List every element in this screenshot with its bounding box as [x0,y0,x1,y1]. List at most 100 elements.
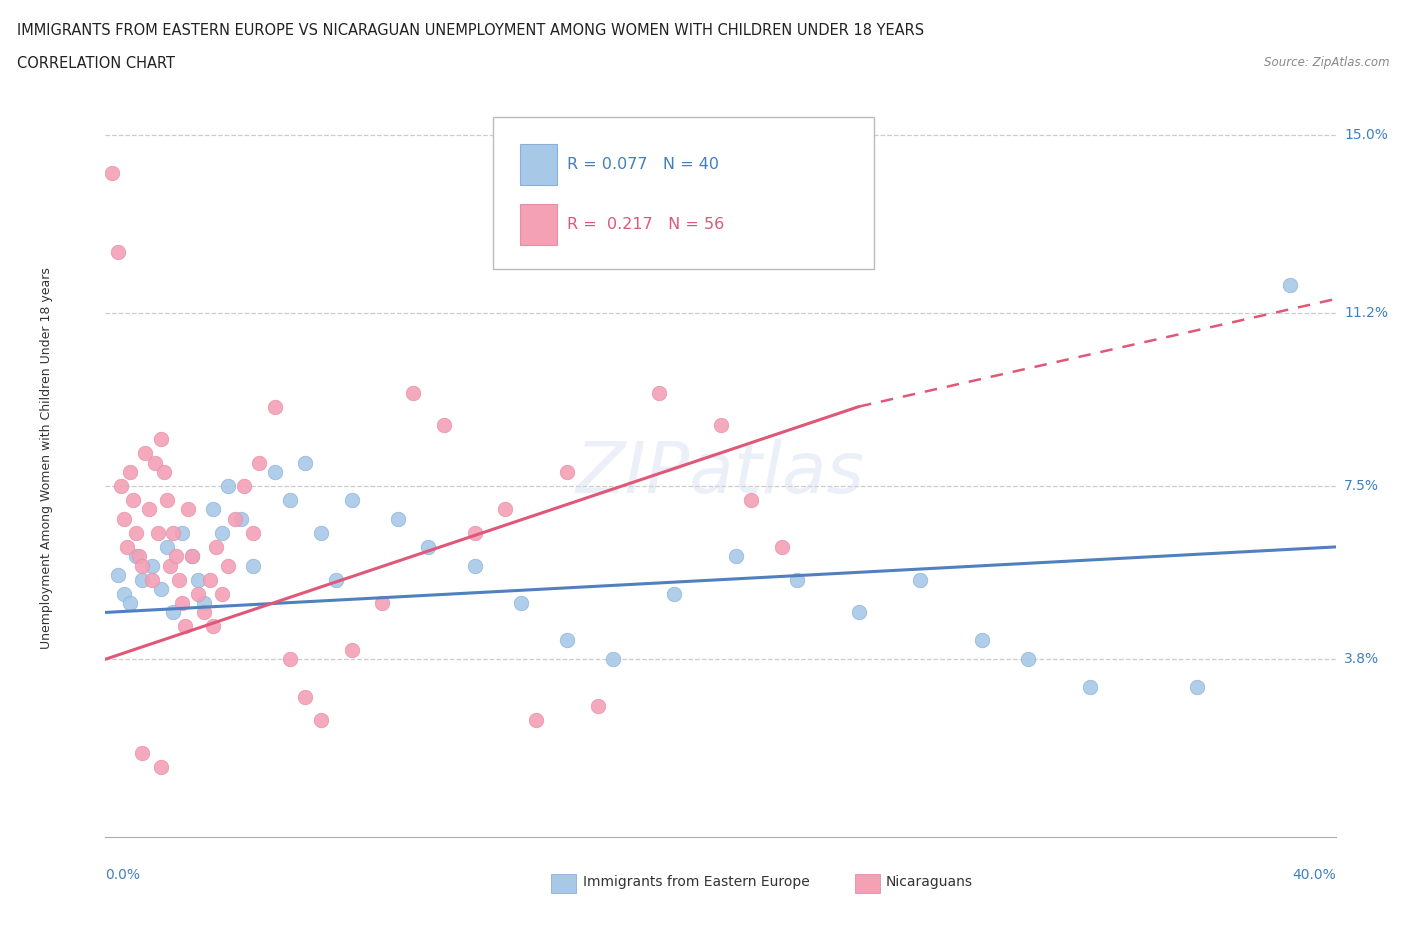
Point [371,595,394,610]
Point [107,567,129,582]
Point [1187,680,1209,695]
Point [602,652,624,667]
Point [232,479,254,494]
Point [187,572,209,587]
Text: 15.0%: 15.0% [1344,128,1388,142]
Point [177,502,200,517]
Bar [520,204,557,245]
Point [172,525,194,540]
Point [294,456,316,471]
Point [149,760,172,775]
Point [131,572,153,587]
Point [740,493,762,508]
FancyBboxPatch shape [494,117,875,269]
Point [193,605,215,620]
Text: Unemployment Among Women with Children Under 18 years: Unemployment Among Women with Children U… [39,267,53,649]
Point [120,465,141,480]
Point [125,525,148,540]
Point [418,539,440,554]
Point [555,465,578,480]
Point [100,166,122,180]
Point [128,549,150,564]
Point [120,595,141,610]
Text: IMMIGRANTS FROM EASTERN EUROPE VS NICARAGUAN UNEMPLOYMENT AMONG WOMEN WITH CHILD: IMMIGRANTS FROM EASTERN EUROPE VS NICARA… [17,23,924,38]
Point [294,689,316,704]
Point [131,745,153,760]
Point [387,512,409,526]
Point [149,581,172,596]
Bar [520,143,557,184]
Point [172,595,194,610]
Point [180,549,202,564]
Point [138,502,160,517]
Point [141,558,163,573]
Point [115,539,138,554]
Point [162,525,184,540]
Point [770,539,793,554]
Point [131,558,153,573]
Point [202,502,225,517]
Point [309,525,332,540]
Point [112,586,135,601]
Point [848,605,870,620]
Text: Immigrants from Eastern Europe: Immigrants from Eastern Europe [583,874,810,889]
Point [786,572,808,587]
Point [143,456,166,471]
Point [112,512,135,526]
Text: 3.8%: 3.8% [1344,652,1379,666]
Text: 0.0%: 0.0% [105,868,141,882]
Point [278,493,301,508]
Point [146,525,169,540]
Point [187,586,209,601]
Point [218,479,240,494]
Point [110,479,132,494]
Point [162,605,184,620]
Point [555,633,578,648]
Point [224,512,246,526]
Point [325,572,347,587]
Text: Nicaraguans: Nicaraguans [886,874,973,889]
Point [218,558,240,573]
Text: CORRELATION CHART: CORRELATION CHART [17,56,174,71]
Point [242,558,264,573]
Point [664,586,686,601]
Point [586,698,609,713]
Point [174,619,197,634]
Point [247,456,270,471]
Point [433,418,456,432]
Point [524,712,547,727]
Point [193,595,215,610]
Point [211,525,233,540]
Text: ZIPatlas: ZIPatlas [576,439,865,508]
Point [464,558,486,573]
Point [340,493,363,508]
Point [309,712,332,727]
Point [648,385,671,400]
Point [169,572,191,587]
Point [180,549,202,564]
Point [141,572,163,587]
Text: Source: ZipAtlas.com: Source: ZipAtlas.com [1264,56,1389,69]
Text: R = 0.077   N = 40: R = 0.077 N = 40 [567,156,718,172]
Point [202,619,225,634]
Point [1017,652,1039,667]
Point [1278,277,1301,292]
Point [156,493,179,508]
Point [509,595,531,610]
Point [165,549,187,564]
Point [229,512,252,526]
Point [122,493,145,508]
Text: 7.5%: 7.5% [1344,479,1379,493]
Point [724,549,747,564]
Point [402,385,425,400]
Point [242,525,264,540]
Point [710,418,733,432]
Point [494,502,516,517]
Point [263,465,285,480]
Point [125,549,148,564]
Point [149,432,172,446]
Text: 11.2%: 11.2% [1344,306,1388,320]
Point [205,539,228,554]
Point [159,558,181,573]
Point [107,245,129,259]
